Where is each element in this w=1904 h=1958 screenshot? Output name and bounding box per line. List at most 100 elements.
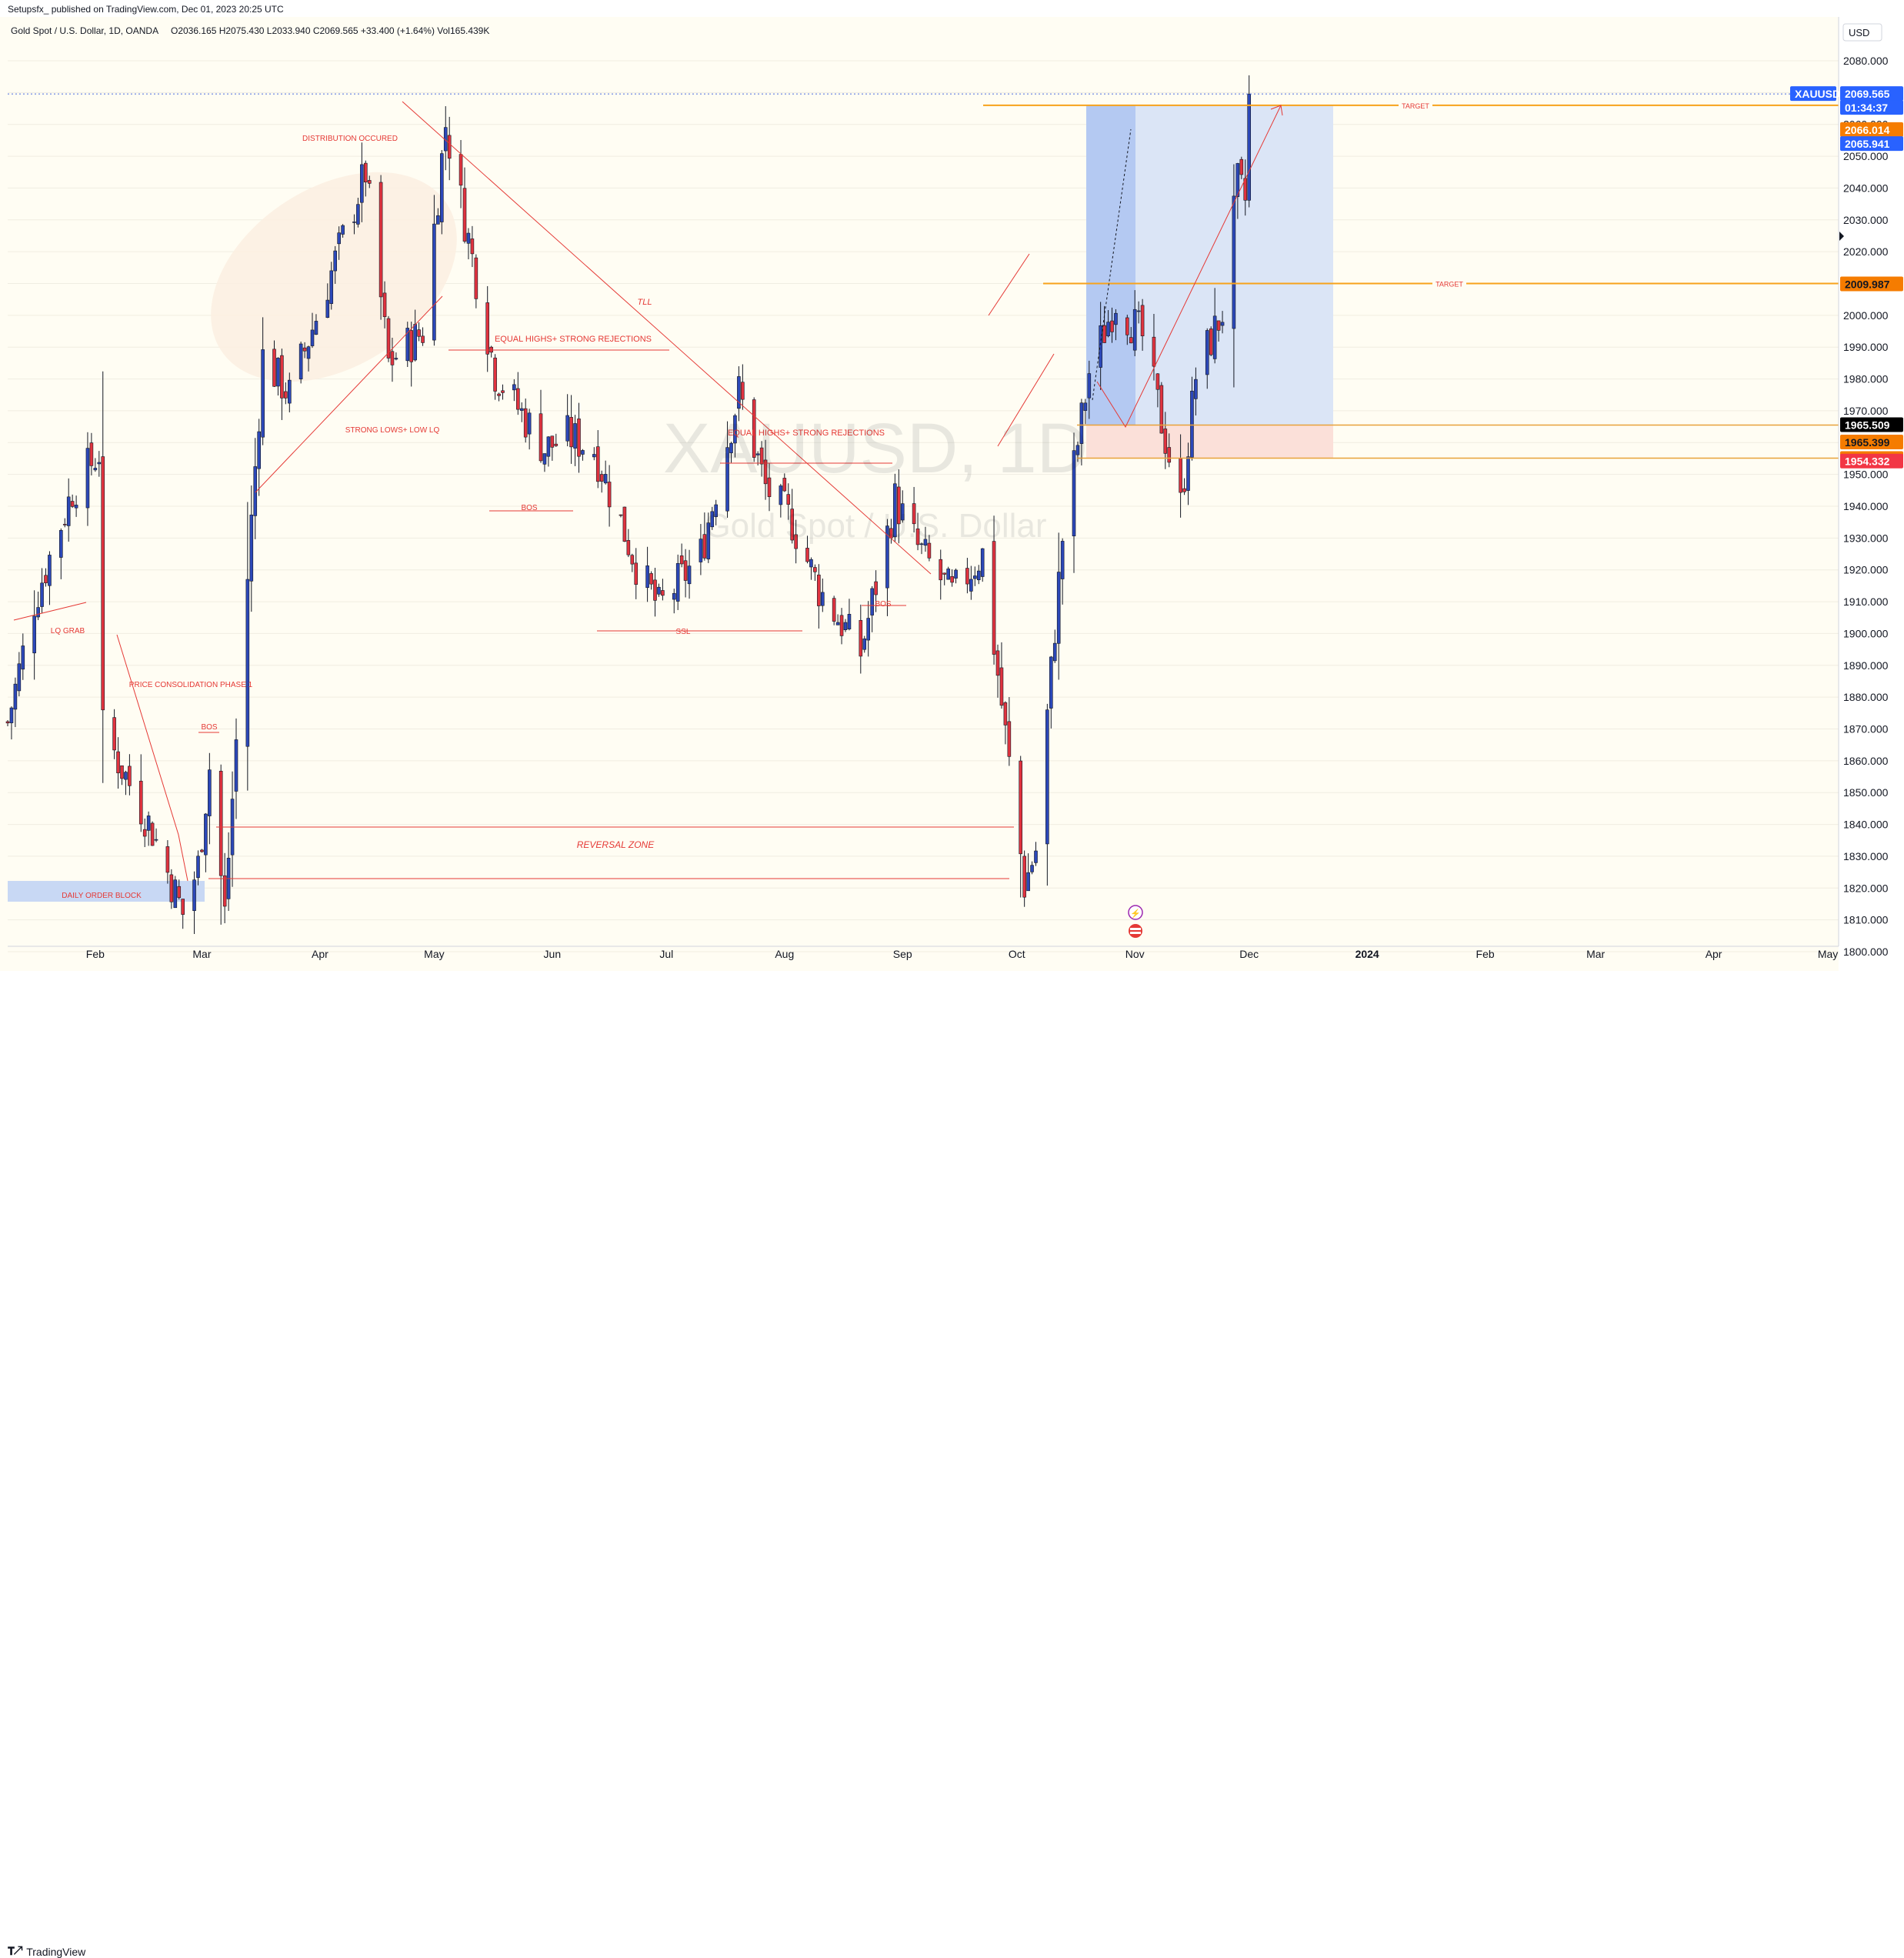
price-tick-label: 1880.000	[1843, 691, 1889, 703]
candle-down	[577, 419, 581, 457]
price-label-box	[1840, 453, 1903, 469]
price-label: 1954.332	[1845, 455, 1890, 468]
time-tick-label: Feb	[1476, 948, 1495, 960]
candle-down	[138, 780, 143, 825]
price-label-box	[1840, 276, 1903, 292]
candle-up	[565, 415, 569, 442]
tradingview-logo[interactable]: 𝐓↗ TradingView	[8, 1945, 85, 1958]
time-axis[interactable]: Feb Mar Apr May Jun Jul Aug Sep Oct Nov Dec 2024 Feb…	[86, 948, 1904, 960]
time-tick-label: Aug	[775, 948, 794, 960]
publisher-info: Setupsfx_ published on TradingView.com, …	[8, 4, 284, 15]
candle-up	[755, 453, 760, 455]
lq-grab-line	[13, 602, 87, 621]
candle-down	[595, 446, 600, 482]
time-tick-label: May	[424, 948, 444, 960]
candle-down	[554, 443, 559, 446]
candle-down	[661, 590, 665, 596]
candle-down	[1102, 325, 1106, 343]
candle-down	[470, 238, 475, 255]
candle-up	[603, 474, 608, 484]
candle-down	[599, 474, 604, 482]
candle-down	[181, 899, 185, 915]
candle-up	[847, 614, 852, 629]
price-chart[interactable]: TARGET TARGET TLL EQUAL HIGHS+ STRONG REJEC…	[0, 0, 1904, 993]
candle-up	[245, 579, 250, 747]
chart-background	[0, 0, 1904, 993]
candle-up	[261, 349, 265, 438]
candle-up	[870, 588, 874, 615]
time-tick-label: May	[1818, 948, 1838, 960]
candle-down	[409, 330, 414, 362]
candle-up	[36, 607, 40, 618]
candle-up	[835, 622, 840, 625]
candle-down	[679, 555, 684, 565]
candle-up	[1026, 872, 1030, 892]
candle-up	[1034, 850, 1038, 863]
candle-down	[649, 573, 653, 585]
candle-up	[687, 565, 692, 585]
candle-up	[512, 384, 516, 391]
candle-up	[466, 232, 471, 244]
candle-up	[405, 328, 410, 362]
candle-up	[1194, 379, 1198, 399]
price-label-box	[1840, 434, 1903, 449]
tll-trendline	[402, 101, 932, 575]
candle-down	[5, 721, 10, 724]
candle-up	[17, 663, 22, 692]
candle-up	[21, 645, 25, 670]
candle-up	[208, 769, 212, 816]
candle-up	[1045, 709, 1049, 845]
candle-down	[939, 559, 943, 581]
candle-down	[218, 770, 223, 876]
price-tick-label: 1840.000	[1843, 819, 1889, 831]
candle-up	[737, 376, 741, 409]
candle-down	[832, 598, 836, 622]
target-label-bg	[1399, 100, 1432, 110]
candle-up	[1190, 390, 1194, 458]
candle-down	[839, 615, 844, 636]
candle-up	[973, 575, 977, 579]
candle-down	[999, 667, 1004, 706]
candle-up	[1060, 541, 1065, 579]
candle-down	[767, 477, 772, 497]
candle-down	[112, 717, 116, 751]
candle-up	[809, 559, 813, 568]
candle-down	[1155, 373, 1160, 390]
candle-up	[287, 379, 292, 404]
candle-down	[805, 548, 809, 562]
candle-up	[356, 204, 360, 225]
candle-up	[699, 539, 703, 562]
candle-down	[70, 501, 75, 507]
currency-selector	[1842, 23, 1882, 42]
price-label: 2065.941	[1845, 138, 1890, 150]
price-axis[interactable]: 2080.0002070.0002060.0002050.0002040.000…	[1790, 23, 1903, 958]
wedge-line-lower	[997, 353, 1055, 447]
consolidation-label: PRICE CONSOLIDATION PHASE 1	[129, 681, 253, 689]
candle-up	[196, 856, 200, 879]
candle-up	[657, 586, 661, 595]
candle-down	[165, 846, 170, 873]
price-tick-label: 1950.000	[1843, 469, 1889, 481]
candle-up	[154, 839, 158, 841]
candle-up	[59, 530, 63, 558]
price-tick-label: 1910.000	[1843, 595, 1889, 608]
candle-up	[13, 683, 18, 710]
candle-up	[1056, 572, 1061, 644]
price-label-box	[1840, 122, 1903, 137]
candle-up	[893, 483, 897, 538]
price-label-box	[1790, 86, 1836, 102]
lightning-icon	[1128, 905, 1143, 920]
price-tick-label: 2000.000	[1843, 309, 1889, 322]
legend-overlay: XAUUSD, 1D Gold Spot / U.S. Dollar Gold Sp…	[11, 25, 1143, 938]
candle-down	[1239, 158, 1244, 175]
candle-down	[550, 435, 555, 448]
candle-down	[950, 575, 954, 583]
candle-down	[995, 650, 1000, 676]
candle-up	[1136, 310, 1141, 312]
candle-down	[927, 542, 932, 559]
candle-down	[474, 257, 479, 299]
lightning-glyph: ⚡	[1130, 909, 1141, 919]
candle-up	[843, 622, 848, 630]
time-tick-label: Mar	[1586, 948, 1605, 960]
candle-down	[128, 766, 132, 786]
